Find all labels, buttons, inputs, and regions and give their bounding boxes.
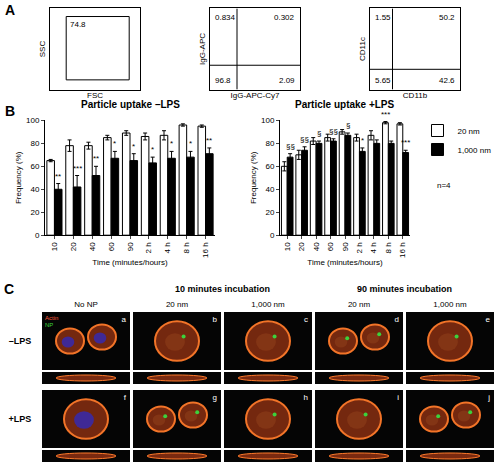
svg-text:*: * bbox=[113, 139, 116, 148]
svg-text:10 minutes incubation: 10 minutes incubation bbox=[175, 284, 270, 294]
svg-text:*: * bbox=[170, 139, 173, 148]
svg-text:b: b bbox=[213, 315, 218, 324]
svg-text:4 h: 4 h bbox=[369, 242, 378, 253]
svg-text:20: 20 bbox=[69, 242, 78, 251]
svg-text:42.6: 42.6 bbox=[439, 76, 455, 85]
svg-text:§: § bbox=[317, 129, 321, 138]
svg-text:e: e bbox=[486, 315, 491, 324]
svg-text:***: *** bbox=[401, 138, 410, 147]
svg-text:h: h bbox=[304, 393, 308, 402]
svg-text:8 h: 8 h bbox=[384, 242, 393, 253]
svg-text:A: A bbox=[5, 2, 15, 18]
svg-text:90 minutes incubation: 90 minutes incubation bbox=[357, 284, 452, 294]
svg-text:Actin: Actin bbox=[45, 315, 58, 321]
svg-text:§§: §§ bbox=[286, 142, 295, 151]
svg-text:i: i bbox=[397, 393, 399, 402]
svg-text:IgG-APC-Cy7: IgG-APC-Cy7 bbox=[231, 91, 280, 100]
svg-text:20 nm: 20 nm bbox=[458, 127, 481, 136]
svg-text:FSC: FSC bbox=[87, 91, 103, 100]
svg-text:60: 60 bbox=[107, 242, 116, 251]
svg-text:+LPS: +LPS bbox=[9, 414, 32, 424]
svg-text:20 nm: 20 nm bbox=[348, 300, 371, 309]
svg-text:d: d bbox=[395, 315, 399, 324]
svg-text:20: 20 bbox=[30, 208, 39, 217]
svg-text:1,000 nm: 1,000 nm bbox=[251, 300, 285, 309]
svg-text:20: 20 bbox=[265, 208, 274, 217]
svg-text:Frequency (%): Frequency (%) bbox=[14, 151, 23, 204]
svg-text:–LPS: –LPS bbox=[9, 336, 32, 346]
svg-text:0.834: 0.834 bbox=[215, 13, 236, 22]
svg-text:100: 100 bbox=[261, 116, 275, 125]
svg-text:NP: NP bbox=[45, 322, 53, 328]
svg-text:16 h: 16 h bbox=[398, 242, 407, 258]
svg-text:CD11b: CD11b bbox=[403, 91, 428, 100]
svg-text:Particle uptake –LPS: Particle uptake –LPS bbox=[81, 99, 180, 110]
svg-text:*: * bbox=[189, 139, 192, 148]
svg-text:B: B bbox=[5, 103, 15, 119]
svg-text:60: 60 bbox=[265, 162, 274, 171]
svg-text:Time (minutes/hours): Time (minutes/hours) bbox=[92, 258, 168, 267]
svg-text:*: * bbox=[132, 142, 135, 151]
svg-text:10: 10 bbox=[50, 242, 59, 251]
svg-text:**: ** bbox=[55, 172, 61, 181]
svg-text:CD11c: CD11c bbox=[358, 37, 367, 61]
svg-text:2.09: 2.09 bbox=[279, 76, 295, 85]
svg-text:*: * bbox=[151, 145, 154, 154]
svg-text:40: 40 bbox=[88, 242, 97, 251]
svg-text:***: *** bbox=[381, 110, 390, 119]
svg-text:n=4: n=4 bbox=[437, 181, 451, 190]
svg-text:4 h: 4 h bbox=[163, 242, 172, 253]
svg-text:0: 0 bbox=[35, 231, 40, 240]
svg-text:SSC: SSC bbox=[38, 41, 47, 58]
svg-text:2 h: 2 h bbox=[144, 242, 153, 253]
svg-text:8 h: 8 h bbox=[182, 242, 191, 253]
svg-text:40: 40 bbox=[30, 185, 39, 194]
svg-text:20 nm: 20 nm bbox=[166, 300, 189, 309]
svg-text:1,000 nm: 1,000 nm bbox=[433, 300, 467, 309]
svg-text:80: 80 bbox=[265, 139, 274, 148]
svg-text:2 h: 2 h bbox=[355, 242, 364, 253]
svg-text:5.65: 5.65 bbox=[375, 76, 391, 85]
svg-text:IgG-APC: IgG-APC bbox=[198, 33, 207, 65]
svg-text:1.55: 1.55 bbox=[375, 13, 391, 22]
svg-text:g: g bbox=[213, 393, 217, 402]
svg-text:*: * bbox=[361, 136, 364, 145]
svg-text:§: § bbox=[346, 121, 350, 130]
svg-text:**: ** bbox=[206, 136, 212, 145]
svg-text:50.2: 50.2 bbox=[439, 13, 455, 22]
svg-text:No NP: No NP bbox=[74, 300, 98, 309]
svg-text:90: 90 bbox=[341, 242, 350, 251]
svg-text:60: 60 bbox=[326, 242, 335, 251]
svg-text:0: 0 bbox=[270, 231, 275, 240]
svg-text:80: 80 bbox=[30, 139, 39, 148]
svg-text:§§: §§ bbox=[329, 127, 338, 136]
svg-text:Particle uptake +LPS: Particle uptake +LPS bbox=[295, 99, 395, 110]
svg-text:60: 60 bbox=[30, 162, 39, 171]
svg-text:1,000 nm: 1,000 nm bbox=[458, 146, 492, 155]
svg-text:16 h: 16 h bbox=[201, 242, 210, 258]
svg-text:100: 100 bbox=[26, 116, 40, 125]
svg-text:a: a bbox=[122, 315, 127, 324]
svg-text:40: 40 bbox=[265, 185, 274, 194]
svg-text:c: c bbox=[304, 315, 308, 324]
svg-text:**: ** bbox=[93, 154, 99, 163]
svg-text:C: C bbox=[4, 281, 14, 297]
svg-text:0.302: 0.302 bbox=[274, 13, 295, 22]
svg-text:***: *** bbox=[73, 164, 82, 173]
svg-text:10: 10 bbox=[283, 242, 292, 251]
svg-text:90: 90 bbox=[126, 242, 135, 251]
svg-text:j: j bbox=[487, 393, 490, 402]
svg-text:Frequency (%): Frequency (%) bbox=[249, 151, 258, 204]
svg-text:96.8: 96.8 bbox=[215, 76, 231, 85]
svg-text:40: 40 bbox=[312, 242, 321, 251]
svg-text:§§: §§ bbox=[300, 135, 309, 144]
svg-text:20: 20 bbox=[297, 242, 306, 251]
svg-text:74.8: 74.8 bbox=[70, 20, 86, 29]
svg-text:f: f bbox=[124, 393, 127, 402]
svg-text:Time (minutes/hours): Time (minutes/hours) bbox=[307, 258, 383, 267]
